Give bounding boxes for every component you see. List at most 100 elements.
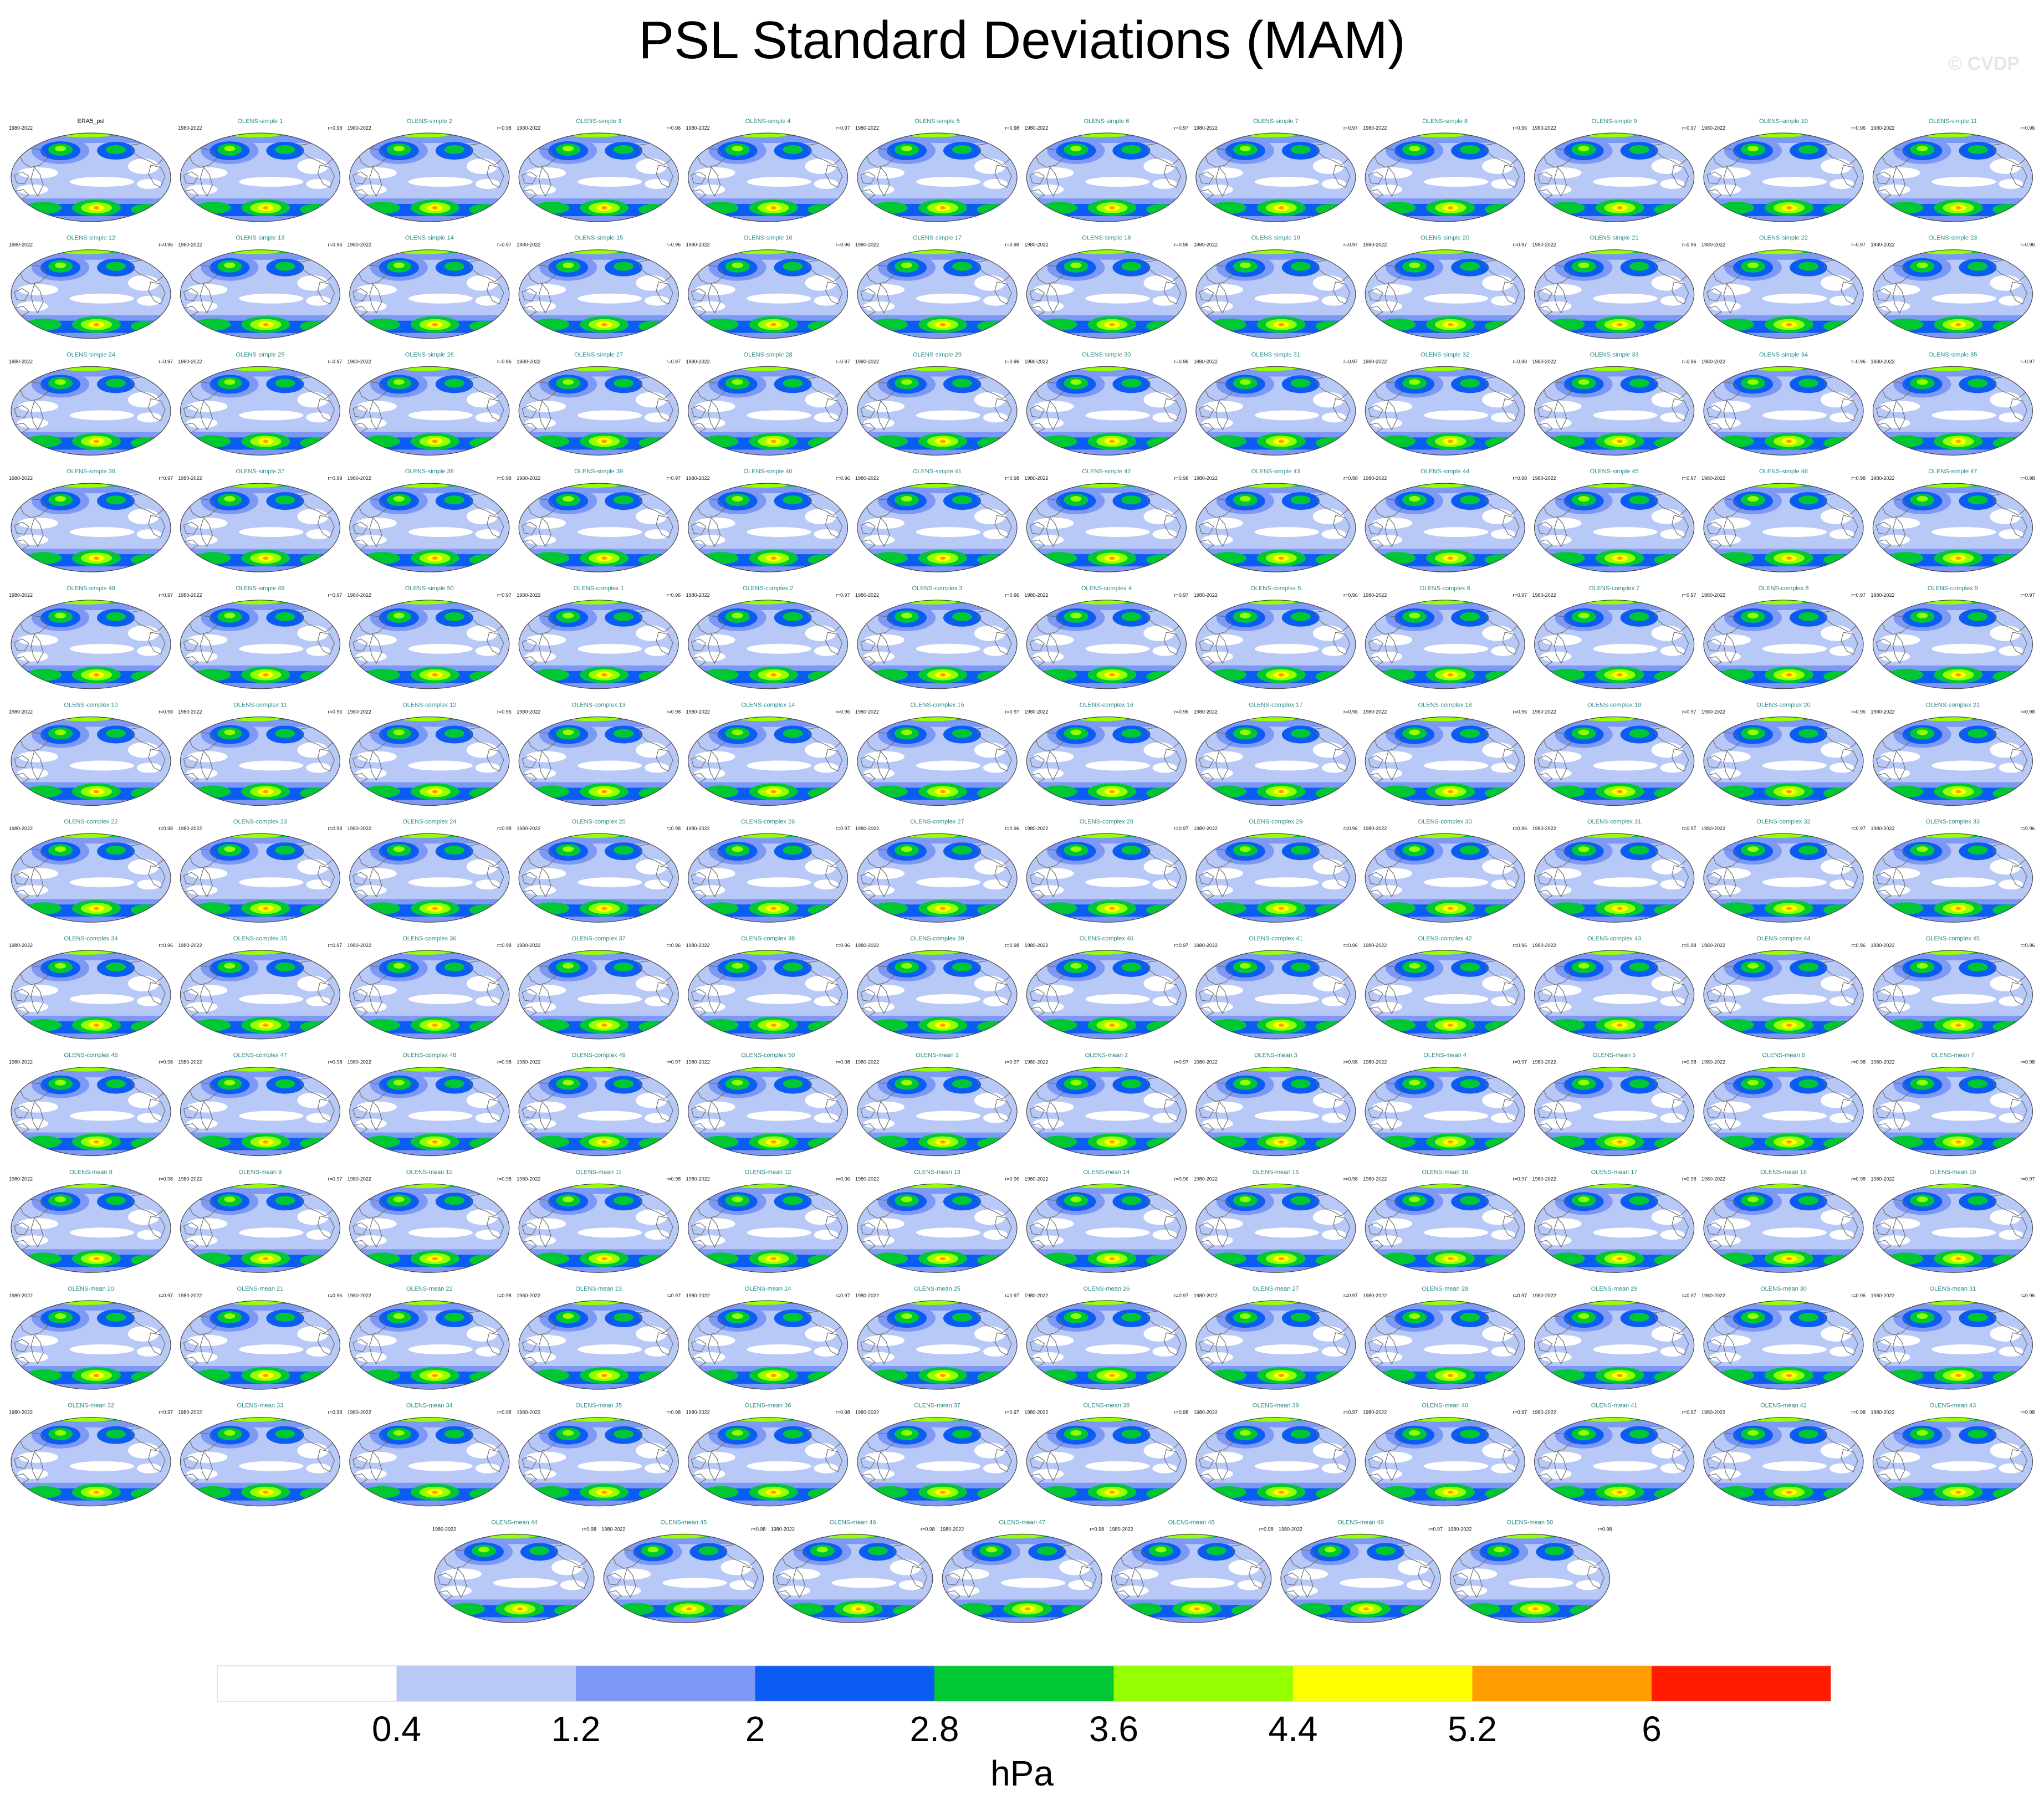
panel-title: OLENS-mean 26 xyxy=(1084,1286,1130,1292)
panel-title: OLENS-complex 38 xyxy=(741,935,795,942)
map-panel: OLENS-simple 12 1980-2022 r=0.96 xyxy=(9,235,173,339)
globe-outline xyxy=(518,950,679,1040)
map-panel: OLENS-mean 8 1980-2022 r=0.98 xyxy=(9,1169,173,1273)
panel-title: OLENS-simple 33 xyxy=(1590,351,1639,358)
panel-years: 1980-2022 xyxy=(348,242,371,248)
psl-contours xyxy=(1365,1067,1525,1156)
globe-fill xyxy=(519,1417,679,1506)
panel-r: r=0.97 xyxy=(1512,1176,1527,1181)
globe-map xyxy=(180,1183,340,1273)
panel-title: OLENS-mean 28 xyxy=(1422,1286,1468,1292)
globe-outline xyxy=(857,1066,1018,1157)
map-panel: OLENS-complex 15 1980-2022 r=0.97 xyxy=(855,702,1019,806)
globe-map xyxy=(349,1183,510,1273)
map-panel: OLENS-mean 29 1980-2022 r=0.97 xyxy=(1532,1286,1696,1390)
globe-fill xyxy=(11,366,171,456)
psl-contours xyxy=(1195,1301,1356,1389)
globe-map xyxy=(857,716,1018,806)
panel-title: OLENS-simple 31 xyxy=(1251,351,1300,358)
map-panel: OLENS-simple 4 1980-2022 r=0.97 xyxy=(686,118,850,222)
globe-fill xyxy=(688,483,848,572)
psl-contours xyxy=(519,600,679,689)
globe-map xyxy=(1534,366,1695,456)
globe-fill xyxy=(688,1417,848,1506)
globe-outline xyxy=(11,1066,171,1157)
globe-fill xyxy=(688,1067,848,1156)
colorbar-swatch xyxy=(576,1666,755,1701)
psl-contours xyxy=(688,1067,848,1156)
globe-fill xyxy=(1534,483,1694,572)
panel-years: 1980-2022 xyxy=(348,475,371,481)
panel-r: r=0.96 xyxy=(159,242,173,248)
globe-outline xyxy=(518,483,679,572)
map-panel: OLENS-simple 33 1980-2022 r=0.96 xyxy=(1532,351,1696,456)
globe-fill xyxy=(11,133,171,222)
psl-contours xyxy=(1365,1184,1525,1273)
psl-contours xyxy=(1534,1184,1694,1273)
panel-r: r=0.96 xyxy=(1851,709,1866,715)
panel-r: r=0.96 xyxy=(1174,1176,1189,1181)
globe-map xyxy=(180,366,340,456)
panel-r: r=0.96 xyxy=(1851,1293,1866,1298)
panel-r: r=0.98 xyxy=(1682,1060,1696,1065)
psl-contours xyxy=(857,1067,1017,1156)
panel-years: 1980-2022 xyxy=(1024,242,1048,248)
map-panel: OLENS-simple 49 1980-2022 r=0.97 xyxy=(178,585,342,689)
panel-title: OLENS-simple 22 xyxy=(1759,235,1808,242)
globe-outline xyxy=(687,716,849,806)
globe-outline xyxy=(518,1066,679,1157)
globe-outline xyxy=(1026,716,1187,806)
globe-fill xyxy=(1026,1417,1187,1506)
panel-r: r=0.98 xyxy=(1851,1060,1866,1065)
globe-outline xyxy=(1534,249,1695,339)
panel-r: r=0.97 xyxy=(159,359,173,364)
globe-fill xyxy=(773,1534,933,1623)
globe-fill xyxy=(519,483,679,572)
map-panel: OLENS-simple 43 1980-2022 r=0.98 xyxy=(1194,468,1358,572)
psl-contours xyxy=(1026,1067,1187,1156)
globe-map xyxy=(687,1300,849,1390)
panel-title: OLENS-mean 22 xyxy=(406,1286,453,1292)
map-panel: OLENS-mean 42 1980-2022 r=0.98 xyxy=(1701,1403,1866,1507)
panel-title: OLENS-simple 2 xyxy=(407,118,452,125)
globe-map xyxy=(1365,950,1525,1040)
panel-title: OLENS-simple 1 xyxy=(237,118,283,125)
colorbar-swatch xyxy=(1293,1666,1473,1701)
panel-years: 1980-2022 xyxy=(1024,1060,1048,1065)
globe-outline xyxy=(687,600,849,689)
map-panel: OLENS-mean 34 1980-2022 r=0.98 xyxy=(348,1403,512,1507)
panel-title: OLENS-mean 38 xyxy=(1084,1403,1130,1409)
globe-map xyxy=(687,483,849,572)
globe-fill xyxy=(1365,483,1525,572)
globe-fill xyxy=(1195,833,1356,923)
colorbar-tick-label: 5.2 xyxy=(1448,1709,1497,1749)
globe-map xyxy=(349,1066,510,1157)
psl-contours xyxy=(1365,950,1525,1039)
panel-years: 1980-2022 xyxy=(1701,592,1725,598)
panel-r: r=0.98 xyxy=(1682,1176,1696,1181)
panel-r: r=0.96 xyxy=(2021,1293,2035,1298)
globe-fill xyxy=(1873,483,2033,572)
panel-r: r=0.96 xyxy=(1174,242,1189,248)
globe-fill xyxy=(1704,1301,1863,1389)
map-panel: OLENS-complex 26 1980-2022 r=0.97 xyxy=(686,818,850,923)
panel-r: r=0.96 xyxy=(1851,125,1866,131)
psl-contours xyxy=(857,483,1017,572)
psl-contours xyxy=(519,717,679,806)
globe-fill xyxy=(857,1184,1017,1273)
globe-fill xyxy=(857,133,1017,222)
panel-r: r=0.97 xyxy=(2021,592,2035,598)
map-panel: OLENS-simple 6 1980-2022 r=0.97 xyxy=(1024,118,1188,222)
panel-r: r=0.96 xyxy=(836,1176,850,1181)
globe-fill xyxy=(1365,1301,1525,1389)
globe-map xyxy=(1365,716,1525,806)
map-panel: OLENS-complex 2 1980-2022 r=0.97 xyxy=(686,585,850,689)
psl-contours xyxy=(857,600,1017,689)
map-panel: OLENS-simple 48 1980-2022 r=0.97 xyxy=(9,585,173,689)
panel-r: r=0.98 xyxy=(328,125,343,131)
globe-outline xyxy=(349,716,510,806)
globe-fill xyxy=(1195,950,1356,1039)
map-panel: OLENS-simple 35 1980-2022 r=0.97 xyxy=(1871,351,2035,456)
psl-contours xyxy=(1873,133,2033,222)
panel-years: 1980-2022 xyxy=(1871,242,1894,248)
